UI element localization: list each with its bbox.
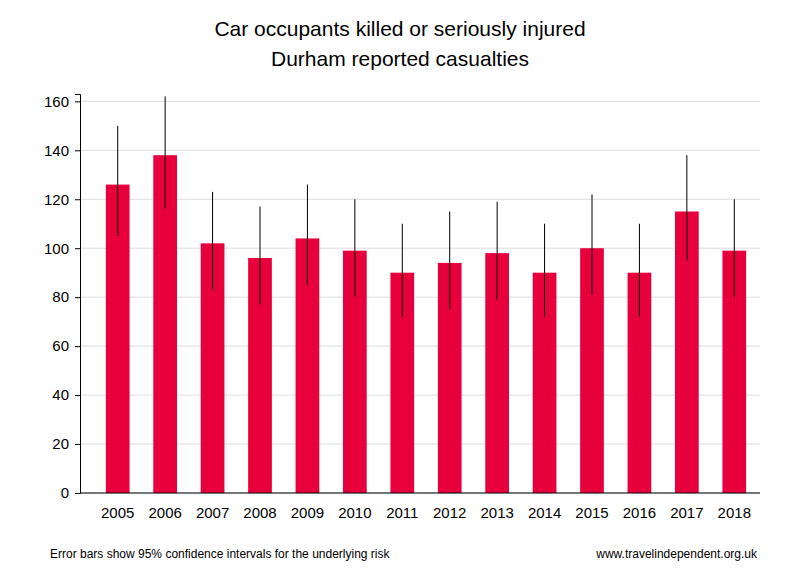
- error-bar: [449, 211, 450, 309]
- y-axis-line: [75, 95, 81, 494]
- x-tick-label: 2013: [480, 504, 513, 521]
- y-tick-label: 0: [61, 484, 69, 501]
- y-tick: 160: [44, 93, 80, 110]
- x-tick-label: 2016: [623, 504, 656, 521]
- grid-line: [80, 346, 760, 347]
- error-bar: [592, 194, 593, 294]
- error-bar: [260, 207, 261, 305]
- x-tick-label: 2018: [718, 504, 751, 521]
- x-tick-label: 2009: [291, 504, 324, 521]
- y-tick-label: 80: [52, 288, 69, 305]
- error-bar: [734, 199, 735, 297]
- y-tick-label: 160: [44, 93, 69, 110]
- x-axis-line: [80, 493, 760, 494]
- y-tick: 120: [44, 191, 80, 208]
- grid-line: [80, 150, 760, 151]
- chart: Car occupants killed or seriously injure…: [0, 0, 800, 580]
- x-tick-label: 2011: [386, 504, 418, 521]
- y-axis: 0 20 40 60 80 100 120 140 160: [44, 93, 81, 502]
- y-tick-label: 60: [52, 337, 69, 354]
- y-tick-mark: [75, 297, 80, 298]
- title: Car occupants killed or seriously injure…: [214, 17, 585, 40]
- x-tick-label: 2012: [433, 504, 466, 521]
- y-tick: 0: [61, 484, 80, 501]
- x-tick-label: 2008: [243, 504, 276, 521]
- x-tick: 2010: [338, 493, 371, 521]
- footnote: Error bars show 95% confidence intervals…: [50, 547, 390, 561]
- x-tick: 2007: [196, 493, 229, 521]
- x-tick: 2008: [243, 493, 276, 521]
- grid-line: [80, 444, 760, 445]
- y-tick-label: 20: [52, 435, 69, 452]
- error-bar: [307, 185, 308, 285]
- x-tick: 2015: [575, 493, 608, 521]
- y-tick-mark: [75, 444, 80, 445]
- plot-area: [106, 96, 746, 493]
- y-tick-mark: [75, 199, 80, 200]
- x-tick: 2013: [480, 493, 513, 521]
- grid-line: [80, 199, 760, 200]
- error-bar: [117, 126, 118, 236]
- x-tick-label: 2005: [101, 504, 134, 521]
- title: Durham reported casualties: [271, 47, 529, 70]
- y-tick-label: 40: [52, 386, 69, 403]
- y-tick-mark: [75, 150, 80, 151]
- y-tick: 20: [52, 435, 80, 452]
- grid-line: [80, 395, 760, 396]
- x-tick: 2017: [670, 493, 703, 521]
- x-tick-label: 2007: [196, 504, 229, 521]
- x-tick-label: 2015: [575, 504, 608, 521]
- y-tick-label: 140: [44, 142, 69, 159]
- y-tick: 140: [44, 142, 80, 159]
- error-bar: [212, 192, 213, 290]
- grid-line: [80, 297, 760, 298]
- error-bar: [686, 155, 687, 260]
- y-tick-mark: [75, 248, 80, 249]
- grid-line: [80, 248, 760, 249]
- x-tick: 2012: [433, 493, 466, 521]
- y-tick-mark: [75, 101, 80, 102]
- y-tick-label: 100: [44, 240, 69, 257]
- x-tick: 2016: [623, 493, 656, 521]
- x-tick-label: 2010: [338, 504, 371, 521]
- error-bar: [497, 202, 498, 300]
- grid-line: [80, 493, 760, 494]
- y-tick-label: 120: [44, 191, 69, 208]
- y-tick: 100: [44, 240, 80, 257]
- x-tick: 2009: [291, 493, 324, 521]
- y-tick: 60: [52, 337, 80, 354]
- x-tick: 2011: [386, 493, 418, 521]
- x-tick: 2018: [718, 493, 751, 521]
- error-bar: [402, 224, 403, 317]
- y-tick-mark: [75, 395, 80, 396]
- grid: [80, 101, 760, 493]
- x-tick: 2014: [528, 493, 561, 521]
- error-bar: [165, 96, 166, 209]
- grid-line: [80, 101, 760, 102]
- x-axis: 2005 2006 2007 2008 2009 2010 2011 2012 2013 2014…: [80, 493, 760, 521]
- error-bar: [544, 224, 545, 317]
- x-tick: 2005: [101, 493, 134, 521]
- y-tick-mark: [75, 493, 80, 494]
- y-tick: 40: [52, 386, 80, 403]
- x-tick: 2006: [148, 493, 181, 521]
- x-tick-label: 2006: [148, 504, 181, 521]
- y-tick-mark: [75, 346, 80, 347]
- x-tick-label: 2017: [670, 504, 703, 521]
- y-tick: 80: [52, 288, 80, 305]
- source: www.travelindependent.org.uk: [595, 547, 758, 561]
- error-bar: [639, 224, 640, 317]
- error-bar: [354, 199, 355, 297]
- x-tick-label: 2014: [528, 504, 561, 521]
